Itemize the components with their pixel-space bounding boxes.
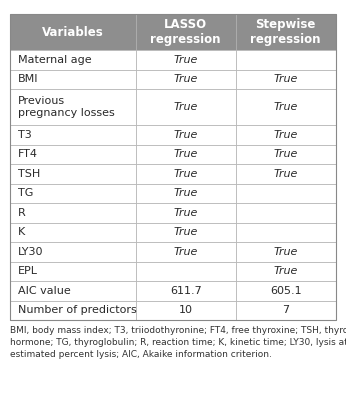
Bar xyxy=(10,144,136,164)
Text: True: True xyxy=(173,149,198,159)
Bar xyxy=(236,222,336,242)
Text: Maternal age: Maternal age xyxy=(18,55,92,65)
Bar xyxy=(236,89,336,125)
Text: 611.7: 611.7 xyxy=(170,286,202,296)
Text: TSH: TSH xyxy=(18,169,40,179)
Bar xyxy=(10,70,136,89)
Bar xyxy=(236,300,336,320)
Text: BMI: BMI xyxy=(18,74,38,84)
Bar xyxy=(136,14,236,50)
Bar xyxy=(10,242,136,262)
Text: True: True xyxy=(273,169,298,179)
Text: True: True xyxy=(273,102,298,112)
Bar xyxy=(136,242,236,262)
Bar xyxy=(236,144,336,164)
Text: True: True xyxy=(273,149,298,159)
Text: Number of predictors: Number of predictors xyxy=(18,305,137,315)
Bar xyxy=(10,262,136,281)
Text: True: True xyxy=(173,247,198,257)
Text: True: True xyxy=(273,247,298,257)
Bar xyxy=(136,125,236,144)
Text: EPL: EPL xyxy=(18,266,38,276)
Text: Previous
pregnancy losses: Previous pregnancy losses xyxy=(18,96,115,118)
Text: True: True xyxy=(173,227,198,237)
Text: T3: T3 xyxy=(18,130,32,140)
Text: K: K xyxy=(18,227,25,237)
Bar xyxy=(10,50,136,70)
Bar xyxy=(10,14,136,50)
Bar xyxy=(10,164,136,184)
Bar xyxy=(10,281,136,300)
Text: BMI, body mass index; T3, triiodothyronine; FT4, free thyroxine; TSH, thyroid st: BMI, body mass index; T3, triiodothyroni… xyxy=(10,326,346,358)
Text: True: True xyxy=(273,266,298,276)
Bar xyxy=(236,50,336,70)
Bar xyxy=(136,262,236,281)
Bar xyxy=(136,164,236,184)
Bar xyxy=(10,89,136,125)
Bar xyxy=(236,164,336,184)
Bar xyxy=(136,222,236,242)
Bar xyxy=(236,242,336,262)
Bar xyxy=(236,203,336,222)
Text: True: True xyxy=(273,130,298,140)
Bar xyxy=(10,222,136,242)
Bar xyxy=(136,300,236,320)
Text: R: R xyxy=(18,208,26,218)
Bar xyxy=(236,281,336,300)
Text: True: True xyxy=(173,208,198,218)
Text: True: True xyxy=(173,188,198,198)
Bar xyxy=(10,14,336,320)
Text: FT4: FT4 xyxy=(18,149,38,159)
Bar xyxy=(10,203,136,222)
Text: True: True xyxy=(173,74,198,84)
Text: 605.1: 605.1 xyxy=(270,286,301,296)
Text: True: True xyxy=(173,130,198,140)
Text: True: True xyxy=(173,169,198,179)
Text: TG: TG xyxy=(18,188,33,198)
Text: Variables: Variables xyxy=(42,26,104,38)
Bar xyxy=(236,184,336,203)
Bar xyxy=(136,184,236,203)
Bar xyxy=(136,89,236,125)
Bar xyxy=(136,144,236,164)
Text: Stepwise
regression: Stepwise regression xyxy=(251,18,321,46)
Text: True: True xyxy=(173,55,198,65)
Text: True: True xyxy=(273,74,298,84)
Bar xyxy=(236,70,336,89)
Bar xyxy=(236,14,336,50)
Bar xyxy=(10,184,136,203)
Text: AIC value: AIC value xyxy=(18,286,71,296)
Bar xyxy=(236,262,336,281)
Bar xyxy=(236,125,336,144)
Bar xyxy=(10,125,136,144)
Text: 7: 7 xyxy=(282,305,289,315)
Text: True: True xyxy=(173,102,198,112)
Text: 10: 10 xyxy=(179,305,193,315)
Bar xyxy=(136,70,236,89)
Text: LASSO
regression: LASSO regression xyxy=(151,18,221,46)
Bar xyxy=(136,203,236,222)
Bar xyxy=(136,281,236,300)
Bar xyxy=(136,50,236,70)
Bar xyxy=(10,300,136,320)
Text: LY30: LY30 xyxy=(18,247,44,257)
